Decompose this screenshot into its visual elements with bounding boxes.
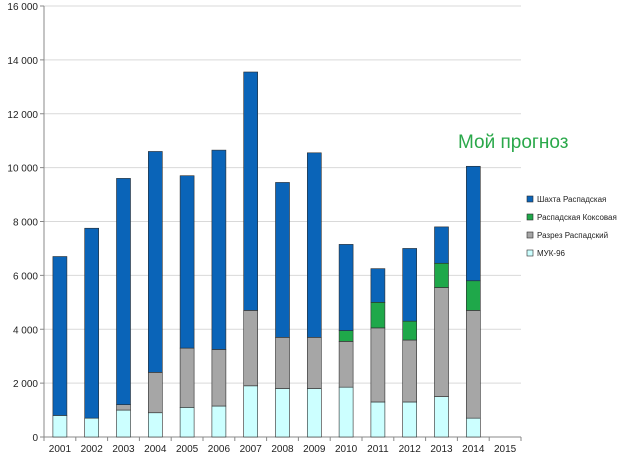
bar-segment xyxy=(306,337,322,389)
x-tick-label: 2012 xyxy=(399,444,422,455)
bar-segment xyxy=(116,404,131,411)
bar-segment xyxy=(84,227,99,419)
bar-segment xyxy=(243,385,258,438)
bar-segment xyxy=(434,287,449,397)
bar-segment xyxy=(116,409,131,438)
y-tick-label: 4 000 xyxy=(13,325,38,336)
bar-segment xyxy=(275,182,290,338)
x-tick-label: 2001 xyxy=(49,444,72,455)
bar-segment xyxy=(179,347,195,408)
bar-segment xyxy=(434,396,449,438)
legend-label: Распадская Коксовая xyxy=(537,213,617,222)
bar-segment xyxy=(306,388,322,438)
bar-segment xyxy=(370,327,386,403)
bar-segment xyxy=(465,280,481,311)
x-tick-label: 2013 xyxy=(430,444,453,455)
x-tick-label: 2015 xyxy=(494,444,517,455)
bar-segment xyxy=(148,372,163,414)
y-tick-label: 2 000 xyxy=(13,379,38,390)
x-tick-label: 2002 xyxy=(81,444,104,455)
bar-segment xyxy=(402,320,418,341)
y-tick-label: 14 000 xyxy=(7,56,38,67)
bar-segment xyxy=(434,262,449,288)
bar-segment xyxy=(211,349,227,407)
y-tick-label: 6 000 xyxy=(13,271,38,282)
bar-segment xyxy=(465,310,481,419)
bar-segment xyxy=(211,405,227,438)
bar-segment xyxy=(243,71,258,311)
bar-segment xyxy=(465,417,481,438)
legend-swatch xyxy=(526,195,534,203)
x-tick-label: 2006 xyxy=(208,444,231,455)
bar-segment xyxy=(402,339,418,403)
legend-label: Разрез Распадский xyxy=(537,231,608,240)
y-tick-label: 12 000 xyxy=(7,110,38,121)
annotation-text: Мой прогноз xyxy=(458,132,568,153)
bar-segment xyxy=(275,337,290,389)
bar-segment xyxy=(370,302,386,329)
bar-segment xyxy=(116,178,131,405)
bar-segment xyxy=(275,388,290,438)
bar-segment xyxy=(148,151,163,373)
y-tick-label: 0 xyxy=(32,433,38,444)
bar-segment xyxy=(52,256,68,416)
x-tick-label: 2004 xyxy=(144,444,167,455)
legend: Шахта Распадская Распадская Коксовая Разре… xyxy=(526,195,617,258)
bar-segment xyxy=(338,330,354,342)
y-tick-label: 16 000 xyxy=(7,2,38,13)
bar-segment xyxy=(402,401,418,438)
bar-segment xyxy=(370,268,386,303)
bar-segment xyxy=(370,401,386,438)
bar-segment xyxy=(84,417,99,438)
bar-segment xyxy=(306,152,322,338)
bar-segment xyxy=(148,412,163,438)
bar-segment xyxy=(52,415,68,438)
bar-segment xyxy=(179,407,195,438)
legend-swatch xyxy=(526,231,534,239)
legend-swatch xyxy=(526,249,534,257)
bar-segment xyxy=(465,165,481,282)
x-tick-label: 2010 xyxy=(335,444,358,455)
bar-segment xyxy=(434,226,449,264)
bar-segment xyxy=(243,310,258,387)
x-tick-label: 2005 xyxy=(176,444,199,455)
bar-segment xyxy=(338,341,354,388)
bar-segment xyxy=(338,244,354,331)
x-tick-label: 2003 xyxy=(112,444,135,455)
bars xyxy=(52,71,481,438)
legend-swatch xyxy=(526,213,534,221)
bar-segment xyxy=(179,175,195,349)
legend-label: Шахта Распадская xyxy=(537,195,606,204)
bar-segment xyxy=(211,149,227,350)
x-tick-label: 2011 xyxy=(367,444,389,455)
x-tick-label: 2014 xyxy=(462,444,485,455)
tick-labels: 0 2 000 4 000 6 000 8 000 10 000 12 000 14 000 1… xyxy=(7,2,516,455)
y-tick-label: 8 000 xyxy=(13,218,38,229)
bar-segment xyxy=(338,386,354,438)
bar-segment xyxy=(402,248,418,322)
x-tick-label: 2009 xyxy=(303,444,326,455)
x-tick-label: 2007 xyxy=(240,444,263,455)
legend-label: МУК-96 xyxy=(537,249,566,258)
x-tick-label: 2008 xyxy=(271,444,294,455)
y-tick-label: 10 000 xyxy=(7,164,38,175)
